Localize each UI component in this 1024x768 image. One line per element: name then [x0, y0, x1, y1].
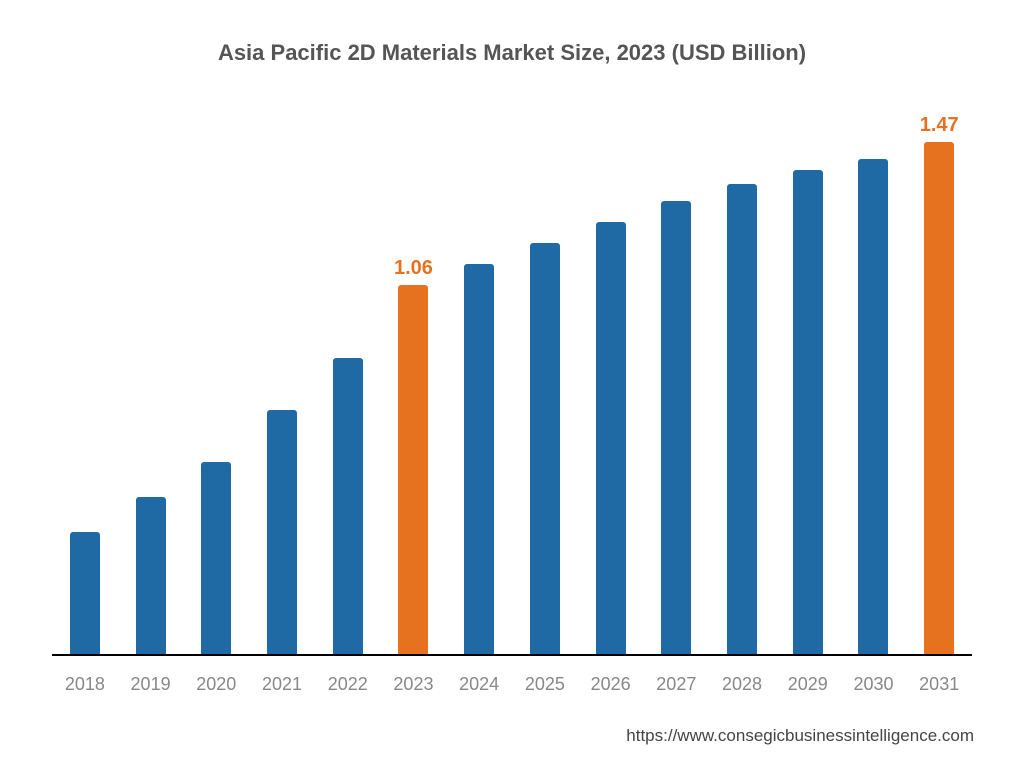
bar-slot [775, 116, 841, 654]
bar-slot [315, 116, 381, 654]
x-axis-label: 2020 [183, 674, 249, 695]
x-axis-label: 2027 [643, 674, 709, 695]
bar-value-label: 1.06 [394, 257, 433, 280]
bar-value-label: 1.47 [920, 114, 959, 137]
bar [858, 159, 888, 654]
bar [70, 532, 100, 654]
bar [333, 358, 363, 654]
bar-slot [643, 116, 709, 654]
bar-slot [249, 116, 315, 654]
bar [661, 201, 691, 654]
bar-slot: 1.06 [381, 116, 447, 654]
x-axis-label: 2031 [906, 674, 972, 695]
x-axis-label: 2018 [52, 674, 118, 695]
bar [201, 462, 231, 654]
bar-slot [52, 116, 118, 654]
x-axis-label: 2030 [841, 674, 907, 695]
x-axis-label: 2023 [381, 674, 447, 695]
bar-slot [841, 116, 907, 654]
bar-slot [118, 116, 184, 654]
bars-group: 1.06 1.47 [52, 116, 972, 654]
bar [464, 264, 494, 654]
bar: 1.47 [924, 142, 954, 654]
x-axis-label: 2025 [512, 674, 578, 695]
bar: 1.06 [398, 285, 428, 654]
bar [793, 170, 823, 654]
x-axis-label: 2024 [446, 674, 512, 695]
x-axis-label: 2019 [118, 674, 184, 695]
bar [136, 497, 166, 654]
source-text: https://www.consegicbusinessintelligence… [626, 726, 974, 746]
x-axis-label: 2022 [315, 674, 381, 695]
x-axis-labels: 2018201920202021202220232024202520262027… [52, 674, 972, 695]
bar-slot [183, 116, 249, 654]
bar-slot: 1.47 [906, 116, 972, 654]
bar-slot [709, 116, 775, 654]
bar [530, 243, 560, 654]
x-axis-label: 2021 [249, 674, 315, 695]
chart-container: Asia Pacific 2D Materials Market Size, 2… [0, 0, 1024, 768]
x-axis-label: 2026 [578, 674, 644, 695]
bar-slot [578, 116, 644, 654]
chart-title: Asia Pacific 2D Materials Market Size, 2… [40, 40, 984, 66]
x-axis-label: 2029 [775, 674, 841, 695]
bar-slot [446, 116, 512, 654]
bar-slot [512, 116, 578, 654]
plot-area: 1.06 1.47 [52, 116, 972, 656]
bar [267, 410, 297, 654]
bar [727, 184, 757, 654]
bar [596, 222, 626, 654]
x-axis-label: 2028 [709, 674, 775, 695]
